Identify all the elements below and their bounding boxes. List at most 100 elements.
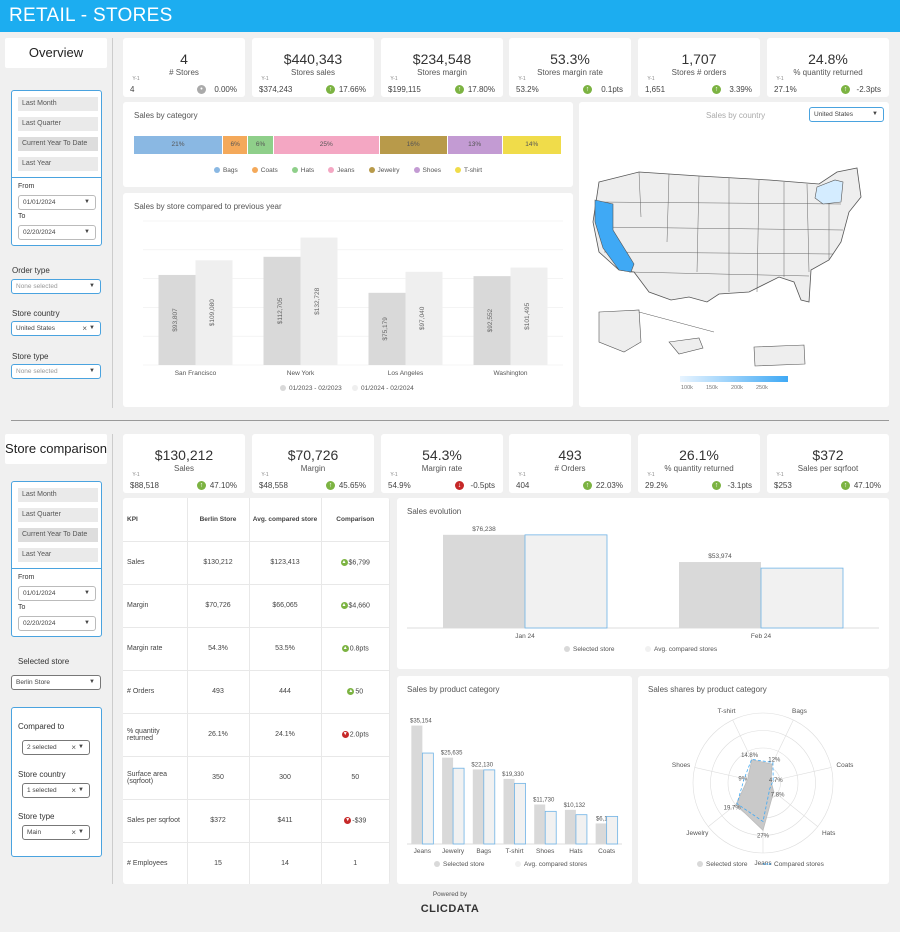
kpi-change: 3.39% xyxy=(729,85,752,94)
category-segment-coats[interactable]: 6% xyxy=(222,136,249,154)
legend-item[interactable]: Coats xyxy=(251,167,278,174)
store-type-select[interactable]: None selected ▼ xyxy=(11,364,101,379)
category-segment-bags[interactable]: 21% xyxy=(134,136,223,154)
to-date-picker[interactable]: 02/20/2024 ▼ xyxy=(18,225,96,240)
table-row: % quantity returned 26.1% 24.1% ▼ 2.0pts xyxy=(123,713,390,757)
current-ytd-button[interactable]: Current Year To Date xyxy=(18,528,98,542)
table-cell-avg: $411 xyxy=(249,799,322,843)
category-segment-t-shirt[interactable]: 14% xyxy=(502,136,562,154)
store-country-select[interactable]: 1 selected × ▼ xyxy=(22,783,90,798)
bar-value-label: $6,101 xyxy=(596,816,615,822)
kpi-value: $130,212 xyxy=(154,447,214,463)
clear-icon[interactable]: × xyxy=(71,743,76,752)
store-type-select[interactable]: Main × ▼ xyxy=(22,825,90,840)
to-date-picker[interactable]: 02/20/2024 ▼ xyxy=(18,616,96,631)
product-bar[interactable] xyxy=(483,769,496,845)
product-bar[interactable] xyxy=(452,767,465,845)
arrow-up-icon: ▲ xyxy=(341,644,349,652)
clear-icon[interactable]: × xyxy=(71,786,76,795)
trend-up-icon: ↑ xyxy=(583,481,592,490)
category-segment-jeans[interactable]: 25% xyxy=(273,136,380,154)
store-bar[interactable] xyxy=(405,271,443,365)
store-bar[interactable] xyxy=(158,274,196,365)
legend-item[interactable]: Bags xyxy=(213,167,238,174)
table-cell-store: $130,212 xyxy=(187,541,250,585)
order-type-select[interactable]: None selected ▼ xyxy=(11,279,101,294)
kpi-value: $234,548 xyxy=(412,51,472,67)
product-bar[interactable] xyxy=(595,823,607,844)
legend-label: Selected store xyxy=(443,861,485,868)
table-row: Margin $70,726 $66,065 ▲ $4,660 xyxy=(123,584,390,628)
legend-item[interactable]: Shoes xyxy=(413,167,441,174)
store-bar[interactable] xyxy=(510,267,548,365)
kpi-change: 47.10% xyxy=(209,481,237,490)
store-country-select[interactable]: United States × ▼ xyxy=(11,321,101,336)
us-map[interactable] xyxy=(579,142,889,382)
overview-kpi-card: 1,707 Stores # orders Y-1 1,651 ↑ 3.39% xyxy=(638,38,760,97)
kpi-value: 26.1% xyxy=(679,447,719,463)
product-bar[interactable] xyxy=(575,814,588,845)
store-bar[interactable] xyxy=(300,237,338,365)
store-bar[interactable] xyxy=(195,260,233,365)
product-bar[interactable] xyxy=(514,782,526,845)
product-bar[interactable] xyxy=(544,810,557,845)
last-year-button[interactable]: Last Year xyxy=(18,157,98,171)
product-bar[interactable] xyxy=(472,769,484,844)
legend-item[interactable]: Hats xyxy=(291,167,314,174)
category-segment-hats[interactable]: 6% xyxy=(248,136,274,154)
from-date-picker[interactable]: 01/01/2024 ▼ xyxy=(18,195,96,210)
evolution-bar[interactable] xyxy=(679,562,761,628)
radar-series-selected[interactable] xyxy=(735,759,775,832)
clear-icon[interactable]: × xyxy=(71,828,76,837)
product-bar[interactable] xyxy=(503,778,515,844)
product-bar[interactable] xyxy=(442,757,454,844)
legend-item[interactable]: T-shirt xyxy=(454,167,482,174)
selected-store-select[interactable]: Berlin Store ▼ xyxy=(11,675,101,690)
kpi-comparison-table: KPI Berlin Store Avg. compared store Compar… xyxy=(123,498,390,884)
evolution-bar[interactable] xyxy=(524,534,608,629)
map-lower-48 xyxy=(592,167,862,303)
x-tick-label: T-shirt xyxy=(505,848,523,855)
kpi-change: -0.5pts xyxy=(470,481,495,490)
product-bar[interactable] xyxy=(534,804,546,844)
sales-by-category-card: Sales by category 21% 6% 6% 25% 16% 13% 14% Ba… xyxy=(123,102,573,187)
legend-dot xyxy=(564,646,570,652)
from-date-picker[interactable]: 01/01/2024 ▼ xyxy=(18,586,96,601)
legend-item[interactable]: Jewelry xyxy=(368,167,400,174)
evolution-bar[interactable] xyxy=(760,567,844,629)
store-bar[interactable] xyxy=(263,256,301,365)
store-bar[interactable] xyxy=(473,276,511,365)
category-segment-jewelry[interactable]: 16% xyxy=(379,136,448,154)
product-bar[interactable] xyxy=(606,815,619,845)
powered-by-label: Powered by xyxy=(432,891,468,898)
product-category-chart: $35,154 Jeans $25,635 Jewelry $22,130 Bags $19… xyxy=(407,719,622,868)
caret-down-icon: ▼ xyxy=(872,111,878,117)
clear-icon[interactable]: × xyxy=(82,324,87,333)
kpi-prev-year-label: Y-1 xyxy=(132,472,140,478)
x-tick-label: Jan 24 xyxy=(515,633,535,640)
legend-item[interactable]: Jeans xyxy=(328,167,355,174)
product-bar[interactable] xyxy=(411,725,423,844)
last-month-button[interactable]: Last Month xyxy=(18,488,98,502)
store-type-label: Store type xyxy=(18,812,55,821)
radar-series-compared[interactable] xyxy=(736,758,774,823)
last-quarter-button[interactable]: Last Quarter xyxy=(18,117,98,131)
last-quarter-button[interactable]: Last Quarter xyxy=(18,508,98,522)
map-state-hawaii xyxy=(668,337,704,355)
comparison-value: -$39 xyxy=(352,817,367,825)
store-bar[interactable] xyxy=(368,292,406,365)
to-label: To xyxy=(18,213,26,220)
last-year-button[interactable]: Last Year xyxy=(18,548,98,562)
product-bar[interactable] xyxy=(421,752,434,845)
category-segment-shoes[interactable]: 13% xyxy=(447,136,503,154)
store-country-value: 1 selected xyxy=(27,787,57,794)
caret-down-icon: ▼ xyxy=(84,229,90,235)
product-bar[interactable] xyxy=(564,809,576,844)
country-select[interactable]: United States ▼ xyxy=(809,107,884,122)
compared-to-select[interactable]: 2 selected × ▼ xyxy=(22,740,90,755)
last-month-button[interactable]: Last Month xyxy=(18,97,98,111)
trend-neutral-icon: • xyxy=(197,85,206,94)
evolution-bar[interactable] xyxy=(443,534,525,628)
store-country-label: Store country xyxy=(18,770,66,779)
current-ytd-button[interactable]: Current Year To Date xyxy=(18,137,98,151)
